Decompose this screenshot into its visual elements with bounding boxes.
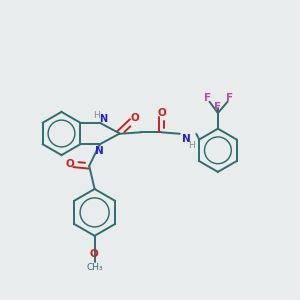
Text: O: O [130, 113, 139, 123]
Text: F: F [214, 101, 221, 112]
Text: H: H [188, 141, 195, 150]
Text: F: F [226, 92, 233, 103]
Text: CH₃: CH₃ [86, 263, 103, 272]
Text: F: F [204, 92, 211, 103]
Text: O: O [65, 159, 74, 170]
Text: O: O [90, 249, 98, 259]
Text: H: H [93, 111, 100, 120]
Text: N: N [95, 146, 103, 156]
Text: N: N [182, 134, 191, 144]
Text: O: O [157, 107, 166, 118]
Text: N: N [99, 114, 107, 124]
